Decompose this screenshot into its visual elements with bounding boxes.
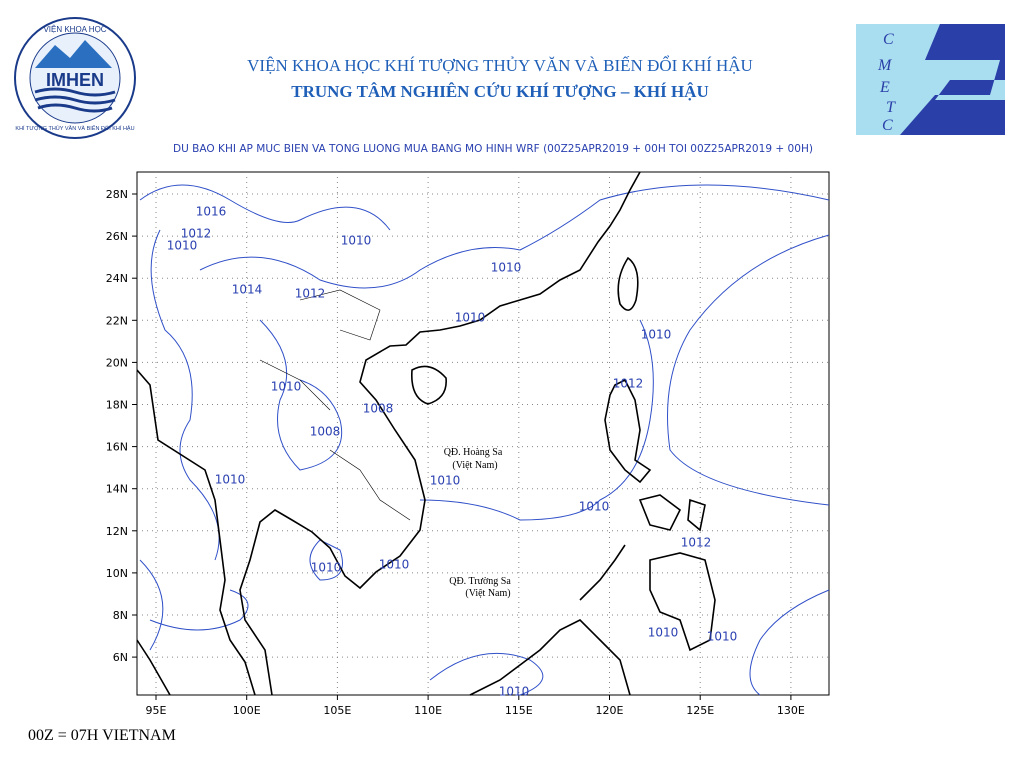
lon-label: 110E bbox=[414, 704, 442, 717]
lat-label: 18N bbox=[106, 399, 128, 412]
isobar-label: 1010 bbox=[579, 500, 610, 514]
logo-ring-top: VIỆN KHOA HỌC bbox=[43, 25, 106, 34]
isobar-label: 1008 bbox=[310, 425, 341, 439]
place-label: (Việt Nam) bbox=[465, 588, 510, 599]
lon-label: 100E bbox=[233, 704, 261, 717]
graticule bbox=[132, 172, 829, 700]
logo-ring-bottom: KHÍ TƯỢNG THỦY VĂN VÀ BIẾN ĐỔI KHÍ HẬU bbox=[15, 125, 134, 132]
lon-label: 125E bbox=[686, 704, 714, 717]
isobar-label: 1010 bbox=[491, 261, 522, 275]
logo-letter: C bbox=[883, 31, 894, 48]
isobar-label: 1014 bbox=[232, 283, 263, 297]
isobar-label: 1010 bbox=[311, 561, 342, 575]
isobars bbox=[139, 184, 830, 696]
lat-label: 28N bbox=[106, 188, 128, 201]
lat-label: 10N bbox=[106, 567, 128, 580]
lon-label: 95E bbox=[146, 704, 167, 717]
isobar-label: 1010 bbox=[379, 558, 410, 572]
isobar-label: 1008 bbox=[363, 402, 394, 416]
isobar-label: 1010 bbox=[641, 328, 672, 342]
institute: VIỆN KHOA HỌC KHÍ TƯỢNG THỦY VĂN VÀ BIẾN… bbox=[247, 55, 753, 75]
lat-label: 14N bbox=[106, 483, 128, 496]
isobar-label: 1010 bbox=[430, 474, 461, 488]
logo-letter: T bbox=[886, 99, 896, 116]
lat-label: 26N bbox=[106, 230, 128, 243]
map-title: DU BAO KHI AP MUC BIEN VA TONG LUONG MUA… bbox=[173, 142, 813, 155]
lon-label: 130E bbox=[777, 704, 805, 717]
logo-text: IMHEN bbox=[46, 70, 104, 90]
logo-left: IMHEN VIỆN KHOA HỌC KHÍ TƯỢNG THỦY VĂN V… bbox=[14, 17, 136, 139]
lat-label: 6N bbox=[113, 651, 128, 664]
map-frame bbox=[136, 171, 830, 696]
footer: 00Z = 07H VIETNAM bbox=[28, 727, 176, 744]
place-label: QĐ. Hoàng Sa bbox=[444, 447, 503, 458]
isobar-label: 1010 bbox=[341, 234, 372, 248]
isobar-label: 1012 bbox=[181, 227, 212, 241]
place-label: (Việt Nam) bbox=[452, 460, 497, 471]
isobar-label: 1010 bbox=[707, 630, 738, 644]
map-labels: 28N 26N 24N 22N 20N 18N 16N 14N 12N 10N 8N 6N 95E 100… bbox=[106, 188, 805, 717]
center: TRUNG TÂM NGHIÊN CỨU KHÍ TƯỢNG – KHÍ HẬU bbox=[291, 82, 708, 101]
lon-label: 115E bbox=[505, 704, 533, 717]
isobar-label: 1010 bbox=[499, 685, 530, 699]
isobar-label: 1010 bbox=[271, 380, 302, 394]
coastlines bbox=[136, 171, 716, 696]
isobar-label: 1010 bbox=[215, 473, 246, 487]
lon-label: 120E bbox=[596, 704, 624, 717]
logo-letter: C bbox=[882, 117, 893, 134]
lat-label: 22N bbox=[106, 314, 128, 327]
isobar-label: 1010 bbox=[648, 626, 679, 640]
lat-label: 12N bbox=[106, 525, 128, 538]
isobar-label: 1010 bbox=[167, 239, 198, 253]
place-label: QĐ. Trường Sa bbox=[449, 576, 511, 587]
isobar-label: 1012 bbox=[613, 377, 644, 391]
logo-letter: M bbox=[877, 57, 893, 74]
lat-label: 20N bbox=[106, 356, 128, 369]
isobar-label: 1012 bbox=[681, 536, 712, 550]
isobar-label: 1012 bbox=[295, 287, 326, 301]
lat-label: 24N bbox=[106, 272, 128, 285]
isobar-label: 1010 bbox=[455, 311, 486, 325]
logo-letter: E bbox=[879, 79, 890, 96]
lat-label: 8N bbox=[113, 609, 128, 622]
lon-label: 105E bbox=[323, 704, 351, 717]
lat-label: 16N bbox=[106, 441, 128, 454]
isobar-label: 1016 bbox=[196, 205, 227, 219]
